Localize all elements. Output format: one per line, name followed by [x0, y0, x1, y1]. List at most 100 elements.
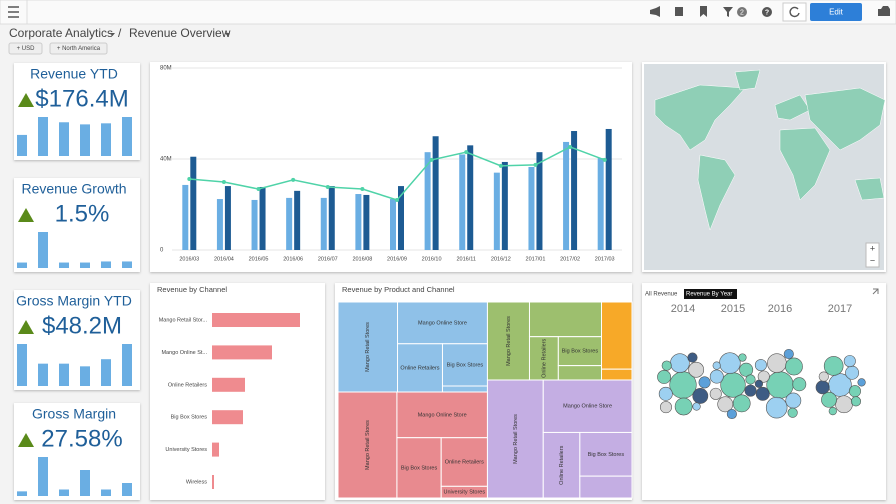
spark-bar	[80, 262, 90, 268]
help-glyph: ?	[765, 9, 769, 16]
treemap-label: Big Box Stores	[588, 452, 625, 458]
treemap-cell	[337, 391, 398, 499]
x-tick-label: 2016/05	[249, 256, 269, 262]
spark-bar	[101, 489, 111, 496]
kpi-value: 1.5%	[55, 200, 110, 227]
bar	[605, 128, 612, 250]
bubble	[692, 388, 709, 404]
dropdown-caret[interactable]	[225, 33, 230, 36]
y-tick-label: 80M	[160, 66, 172, 72]
refresh-icon	[789, 6, 800, 18]
treemap-cell	[441, 385, 488, 393]
menu-button[interactable]	[8, 6, 19, 18]
bubble	[657, 370, 672, 384]
y-tick-label: Online Retailers	[168, 382, 207, 388]
map-land	[654, 69, 886, 231]
spark-bar	[17, 134, 27, 156]
bubble	[717, 396, 734, 413]
line-point	[325, 184, 330, 189]
pages-icon[interactable]	[675, 7, 683, 16]
trend-up	[18, 208, 34, 222]
treemap-cell	[396, 437, 442, 499]
line-point	[498, 163, 503, 168]
treemap-label: Mango Retail Stores	[506, 316, 512, 366]
bubble	[670, 353, 690, 373]
bar	[328, 186, 335, 250]
treemap-cell	[440, 437, 488, 487]
y-tick-label: Mango Online St...	[161, 350, 207, 356]
refresh-button[interactable]	[782, 2, 807, 22]
bubble	[765, 396, 788, 419]
spark-bar	[38, 232, 48, 268]
bubble	[687, 352, 698, 363]
treemap-label: Mango Retail Stores	[513, 414, 519, 464]
expand-icon[interactable]	[872, 288, 879, 295]
bar	[597, 158, 604, 250]
zoom-in[interactable]: +	[870, 243, 875, 253]
present-icon[interactable]	[878, 6, 890, 16]
badge	[737, 7, 747, 17]
line-point	[533, 162, 538, 167]
bookmark-icon[interactable]	[700, 6, 707, 17]
tab[interactable]: All Revenue	[645, 292, 678, 298]
spark-bar	[101, 359, 111, 386]
spark-bar	[122, 261, 132, 268]
bubble	[674, 397, 693, 416]
bar	[390, 199, 396, 250]
spark-bar	[122, 117, 132, 156]
breadcrumb-item[interactable]: Corporate Analytics	[9, 26, 113, 40]
bubble	[843, 355, 856, 368]
bar	[563, 141, 570, 250]
spark-bar	[80, 366, 90, 386]
y-tick-label: 40M	[160, 157, 172, 163]
spark-bar	[59, 489, 69, 496]
bubble	[792, 377, 807, 392]
bar	[320, 197, 327, 250]
tab[interactable]: Revenue By Year	[686, 292, 732, 298]
treemap-cell	[542, 379, 633, 433]
kpi-title: Gross Margin YTD	[16, 293, 132, 309]
bar	[182, 184, 189, 250]
kpi-value: 27.58%	[41, 425, 122, 452]
spark-bar	[59, 363, 69, 386]
treemap-label: Online Retailers	[400, 365, 439, 371]
bar	[355, 194, 362, 250]
treemap-cell	[579, 431, 633, 477]
line-point	[395, 197, 399, 202]
treemap-label: Mango Retail Stores	[365, 420, 371, 470]
kpi-card	[14, 63, 140, 160]
bubble	[785, 357, 803, 376]
zoom-control	[865, 242, 880, 268]
filter-pill[interactable]	[8, 42, 43, 55]
bubble	[787, 407, 798, 418]
bubble	[823, 356, 844, 376]
bar	[294, 190, 301, 250]
bubble	[719, 352, 741, 374]
filter-icon[interactable]	[723, 7, 733, 17]
edit-button[interactable]	[810, 3, 862, 21]
breadcrumb-item[interactable]: Revenue Overview	[129, 26, 231, 40]
announce-icon[interactable]	[650, 6, 660, 17]
x-tick-label: 2016/11	[456, 256, 475, 262]
toolbar	[0, 0, 896, 25]
year-label: 2016	[768, 303, 792, 315]
treemap-cell	[601, 301, 633, 370]
bar	[212, 442, 219, 457]
help-icon[interactable]	[762, 7, 772, 17]
tab-active	[684, 289, 737, 299]
spark-bar	[122, 483, 132, 496]
y-tick-label: Wireless	[186, 479, 207, 485]
trend-up	[18, 93, 34, 107]
line-point	[602, 157, 607, 162]
bar	[424, 152, 431, 250]
filter-pill[interactable]	[49, 42, 108, 55]
kpi-card	[14, 290, 140, 390]
dropdown-caret[interactable]	[110, 33, 115, 36]
edit-label: Edit	[829, 8, 844, 17]
bar	[459, 154, 466, 250]
zoom-out[interactable]: −	[870, 255, 875, 265]
bubble	[720, 372, 746, 398]
treemap-cell	[486, 379, 544, 499]
